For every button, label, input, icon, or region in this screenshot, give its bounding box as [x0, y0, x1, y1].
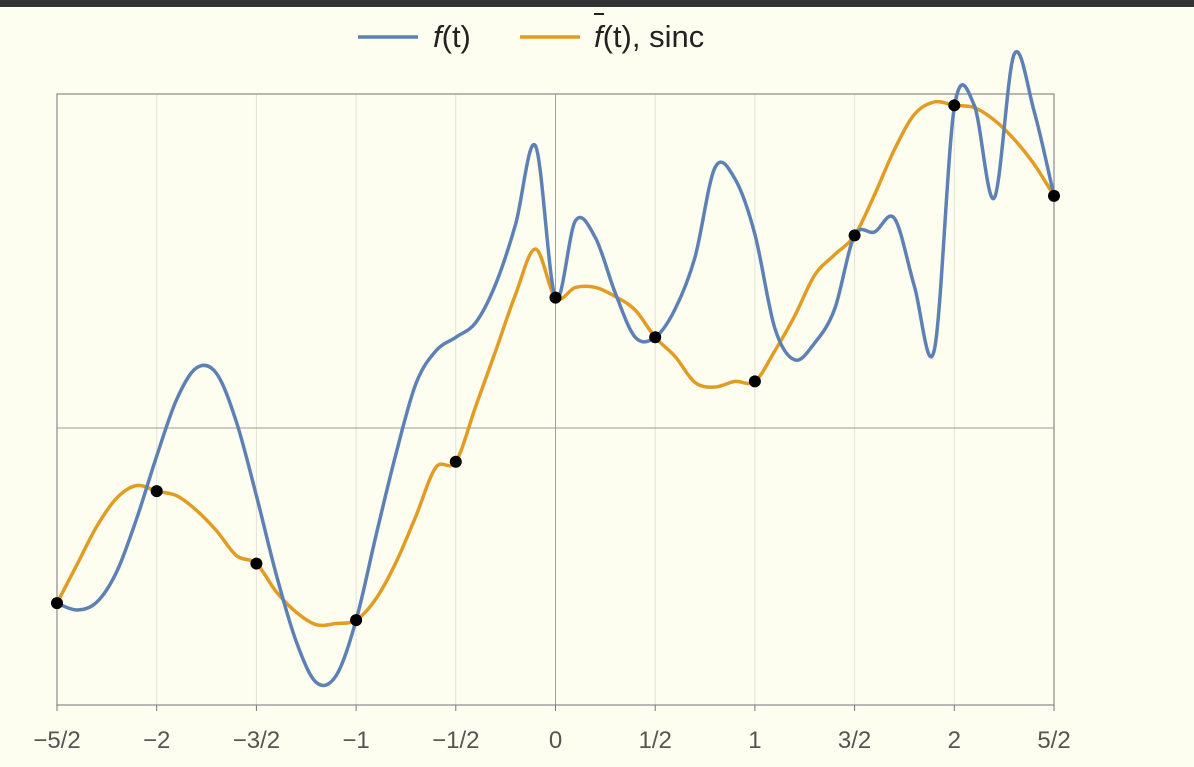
legend: f(t) f(t), sinc	[358, 13, 704, 54]
sample-point	[449, 455, 462, 468]
sample-point	[1048, 189, 1060, 202]
series-line-f	[56, 50, 1056, 688]
x-tick-label: −1	[342, 727, 369, 754]
x-tick-label: −2	[143, 727, 170, 754]
x-tick-label: 1	[748, 727, 761, 754]
x-tick-label: 1/2	[639, 727, 672, 754]
legend-label-f: f(t)	[433, 19, 471, 54]
x-tick-label: 3/2	[838, 727, 871, 754]
sample-points	[51, 99, 1060, 627]
sample-point	[848, 229, 861, 242]
x-tick-label: 5/2	[1037, 727, 1070, 754]
x-tick-label: 0	[549, 727, 562, 754]
sample-point	[948, 99, 961, 112]
x-ticks: −5/2 −2 −3/2 −1 −1/2 0 1/2 1 3/2 2 5/2	[33, 705, 1071, 754]
sample-point	[250, 557, 263, 570]
legend-label-fbar-sinc: f(t), sinc	[594, 19, 704, 54]
x-tick-label: −1/2	[432, 727, 479, 754]
window-top-bar	[0, 0, 1194, 7]
sample-point	[150, 485, 163, 498]
sample-point	[649, 331, 662, 344]
sample-point	[51, 597, 63, 610]
sample-point	[549, 291, 562, 304]
x-tick-label: 2	[948, 727, 961, 754]
sample-point	[748, 375, 761, 388]
x-tick-label: −3/2	[233, 727, 280, 754]
grid-lines	[156, 94, 955, 705]
x-tick-label: −5/2	[33, 727, 80, 754]
sample-point	[350, 614, 363, 627]
